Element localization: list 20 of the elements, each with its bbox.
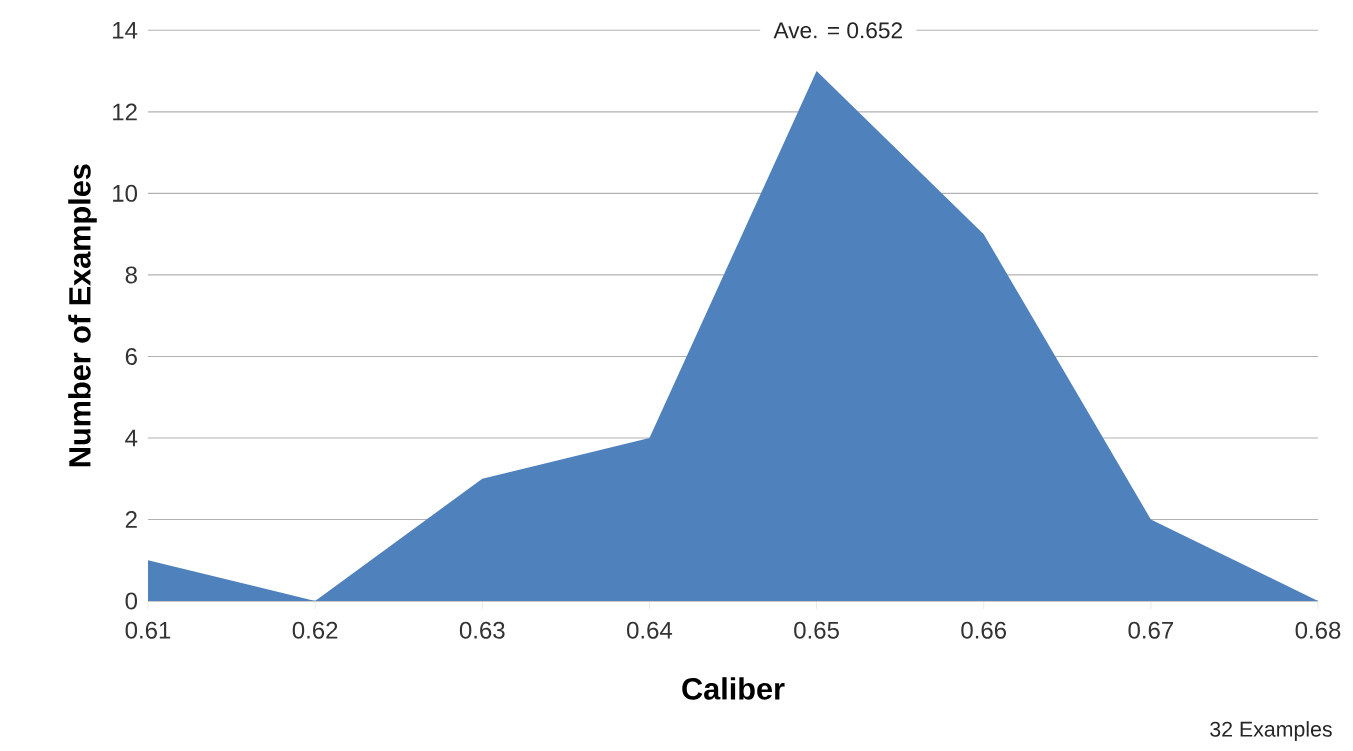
y-tick-label: 8 [125,266,137,284]
x-tick-label: 0.66 [961,621,1007,639]
text: 32 Examples [1210,721,1332,741]
y-tick-label: 10 [113,184,138,202]
y-tick-label: 4 [125,429,138,447]
y-tick-label: 2 [125,511,137,528]
x-axis-title: Caliber [682,677,785,700]
y-tick-label: 0 [125,592,138,610]
x-tick-label: 0.62 [292,621,338,639]
y-axis-title: Number of Examples [68,164,97,467]
x-tick-label: 0.65 [794,621,839,639]
x-tick-label: 0.63 [459,621,505,639]
y-tick-label: 14 [113,22,138,39]
x-tick-label: 0.61 [125,621,171,639]
x-tick-label: 0.68 [1295,621,1341,639]
annotation: Ave. = 0.652 [773,22,902,39]
y-tick-label: 12 [113,103,137,121]
y-tick-label: 6 [125,347,137,365]
x-tick-label: 0.64 [627,621,673,639]
x-tick-label: 0.67 [1128,621,1174,639]
